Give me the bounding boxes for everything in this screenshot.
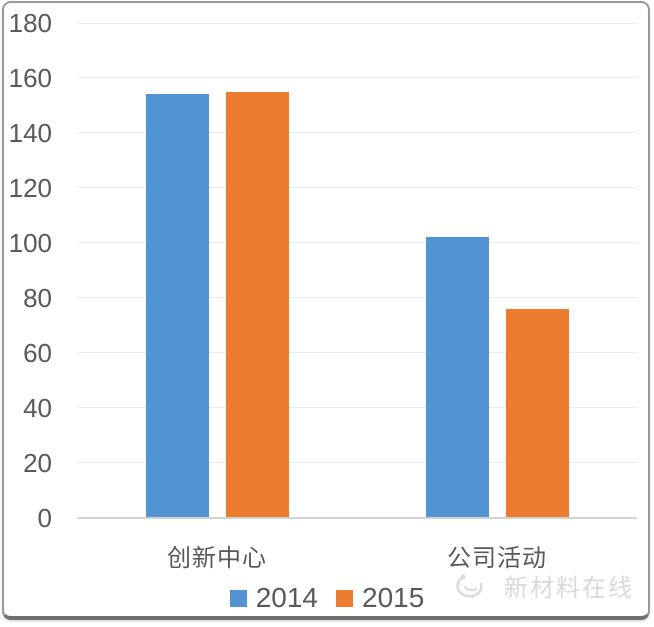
x-axis-line <box>77 516 637 519</box>
y-gridline <box>77 132 637 134</box>
legend-item-2015: 2015 <box>336 582 424 614</box>
y-tick-label: 60 <box>23 337 52 368</box>
y-gridline <box>77 407 637 409</box>
watermark: 新材料在线 <box>452 568 634 603</box>
legend-item-2014: 2014 <box>229 582 318 614</box>
y-tick-label: 140 <box>8 117 52 148</box>
y-gridline <box>77 22 637 24</box>
legend-swatch <box>229 589 247 607</box>
y-tick-label: 120 <box>8 172 52 203</box>
y-tick-label: 160 <box>8 62 52 93</box>
y-gridline <box>77 297 637 299</box>
swoosh-bird-logo <box>456 573 483 597</box>
y-gridline <box>77 187 637 189</box>
y-gridline <box>77 77 637 79</box>
y-tick-label: 20 <box>23 447 52 478</box>
y-gridline <box>77 462 637 464</box>
x-category-label: 公司活动 <box>447 545 547 572</box>
y-tick-label: 40 <box>23 392 52 423</box>
chart-legend: 2014 2015 <box>0 582 654 614</box>
x-category-label: 创新中心 <box>167 545 267 572</box>
y-tick-label: 100 <box>8 227 52 258</box>
bar-2015-公司活动 <box>505 308 569 518</box>
legend-label: 2015 <box>362 582 425 613</box>
y-tick-label: 0 <box>37 502 52 533</box>
legend-swatch <box>336 589 353 607</box>
y-gridline <box>77 352 637 354</box>
bar-2014-公司活动 <box>425 237 489 518</box>
y-gridline <box>77 242 637 244</box>
bar-2014-创新中心 <box>145 94 209 518</box>
legend-label: 2014 <box>255 582 318 613</box>
watermark-text: 新材料在线 <box>504 576 634 602</box>
y-tick-label: 180 <box>8 8 52 38</box>
y-tick-label: 80 <box>23 282 52 313</box>
bar-2015-创新中心 <box>225 91 289 518</box>
